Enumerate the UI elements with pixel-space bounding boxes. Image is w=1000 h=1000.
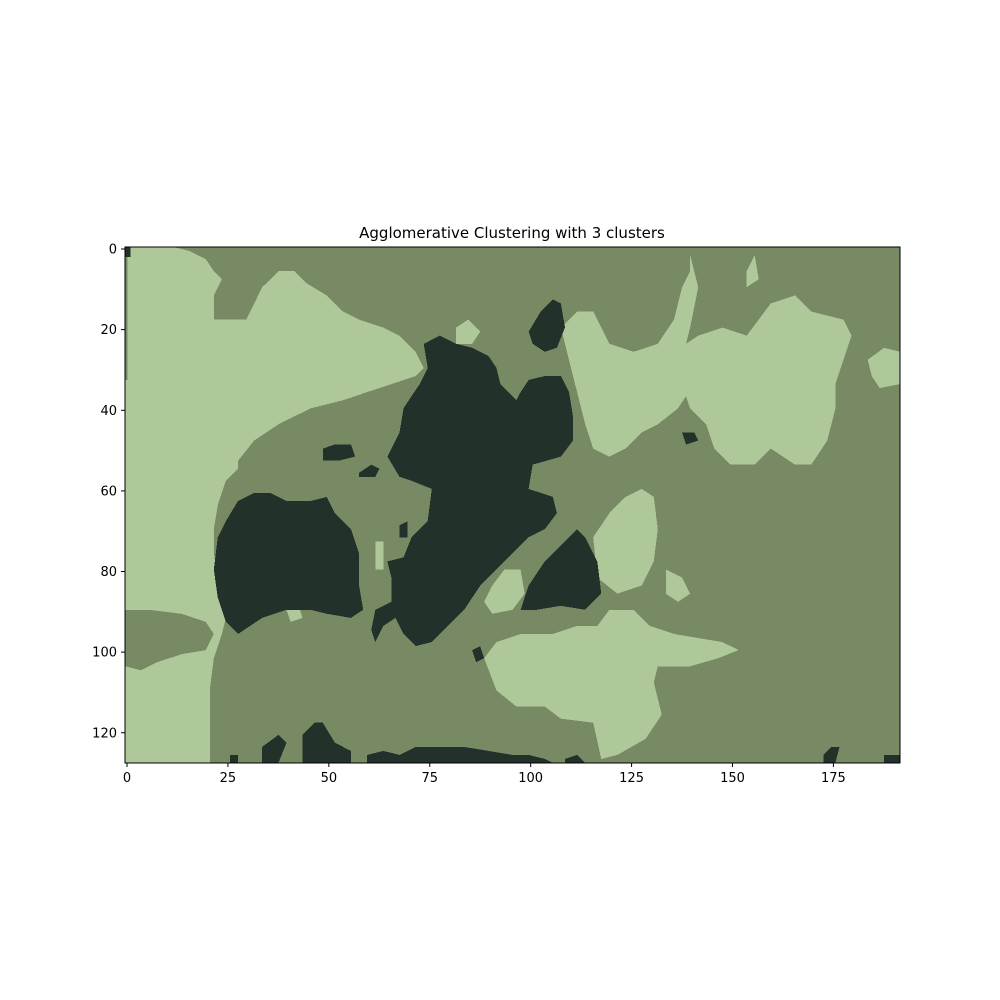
cluster-0-region-31: [883, 754, 900, 763]
cluster-0-region-30: [823, 746, 840, 763]
y-tick-label: 40: [100, 404, 117, 419]
cluster-0-region-26: [302, 722, 351, 763]
cluster-0-region-18: [520, 529, 602, 610]
cluster-0-region-29: [565, 754, 586, 763]
cluster-0-region-23: [472, 646, 485, 663]
cluster-0-region-32: [125, 247, 131, 258]
cluster-2-region-12: [456, 319, 481, 344]
x-tick-label: 175: [821, 771, 846, 786]
cluster-2-region-15: [665, 569, 691, 602]
cluster-2-region-10: [221, 432, 238, 481]
cluster-2-region-9: [484, 609, 739, 759]
plot-frame: [124, 246, 901, 764]
y-tick-label: 100: [92, 646, 117, 661]
heatmap-plot-area: [125, 247, 900, 763]
cluster-0-region-19: [528, 299, 565, 352]
cluster-0-region-21: [359, 464, 380, 477]
cluster-0-region-25: [262, 734, 287, 763]
cluster-regions: [125, 247, 900, 763]
cluster-0-region-17: [213, 492, 364, 634]
x-tick-label: 125: [619, 771, 644, 786]
cluster-2-region-8: [484, 569, 525, 614]
cluster-2-region-4: [674, 295, 852, 465]
x-axis: 0 25 50 75 100 125 150 175: [123, 763, 846, 786]
x-tick-label: 50: [321, 771, 338, 786]
cluster-2-region-11: [573, 323, 594, 348]
cluster-1-region-1: [125, 609, 214, 671]
y-tick-label: 80: [100, 565, 117, 580]
cluster-0-region-16: [371, 335, 573, 647]
cluster-0-region-22: [399, 521, 408, 538]
y-tick-label: 60: [100, 484, 117, 499]
cluster-2-region-13: [375, 541, 384, 570]
cluster-2-region-3: [560, 255, 699, 457]
x-tick-label: 100: [518, 771, 543, 786]
cluster-0-region-27: [367, 746, 553, 763]
y-axis: 0 20 40 60 80 100 120: [92, 243, 125, 741]
cluster-2-region-14: [286, 605, 303, 622]
cluster-2-region-6: [867, 347, 900, 389]
cluster-2-region-7: [593, 488, 658, 594]
y-tick-label: 120: [92, 726, 117, 741]
cluster-0-region-28: [229, 754, 238, 763]
x-tick-label: 75: [421, 771, 438, 786]
x-tick-label: 0: [123, 771, 131, 786]
cluster-2-region-5: [746, 255, 759, 288]
cluster-0-region-24: [682, 432, 699, 445]
y-tick-label: 20: [100, 323, 117, 338]
x-tick-label: 150: [720, 771, 745, 786]
y-tick-label: 0: [109, 243, 117, 258]
cluster-0-region-20: [322, 444, 356, 461]
x-tick-label: 25: [220, 771, 237, 786]
chart-title: Agglomerative Clustering with 3 clusters: [359, 224, 665, 242]
cluster-1-region-2: [125, 247, 128, 380]
